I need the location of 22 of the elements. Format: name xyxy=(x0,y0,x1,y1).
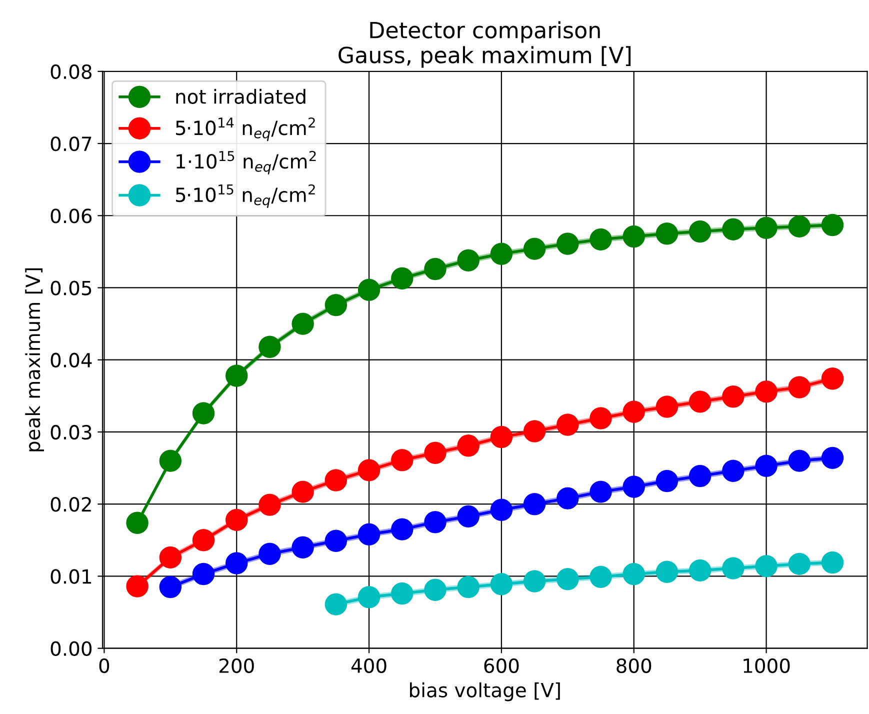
legend-label: 1·10$^{15}$ n$_{eq}$/cm$^{2}$ xyxy=(176,150,316,174)
x-tick-label: 800 xyxy=(616,658,652,674)
chart-title: Detector comparison Gauss, peak maximum [V] xyxy=(338,21,631,68)
x-tick-label: 0 xyxy=(99,658,110,674)
x-tick-label: 400 xyxy=(351,658,386,674)
x-tick-label: 200 xyxy=(219,658,254,674)
y-axis-title: peak maximum [V] xyxy=(25,268,44,452)
y-tick-label: 0.00 xyxy=(50,641,92,656)
y-tick-label: 0.08 xyxy=(50,64,92,80)
x-tick-label: 1000 xyxy=(744,658,790,674)
x-axis-title: bias voltage [V] xyxy=(410,682,560,702)
y-tick-label: 0.05 xyxy=(50,280,92,296)
y-tick-label: 0.04 xyxy=(50,352,92,368)
y-tick-label: 0.03 xyxy=(50,424,92,440)
legend-label: not irradiated xyxy=(176,88,306,104)
y-tick-label: 0.07 xyxy=(50,136,92,152)
legend-label: 5·10$^{15}$ n$_{eq}$/cm$^{2}$ xyxy=(176,184,315,208)
x-tick-label: 600 xyxy=(484,658,519,674)
y-tick-label: 0.02 xyxy=(50,497,91,512)
legend-label: 5·10$^{14}$ n$_{eq}$/cm$^{2}$ xyxy=(176,117,315,141)
y-tick-label: 0.01 xyxy=(50,569,92,584)
y-tick-label: 0.06 xyxy=(50,208,92,224)
